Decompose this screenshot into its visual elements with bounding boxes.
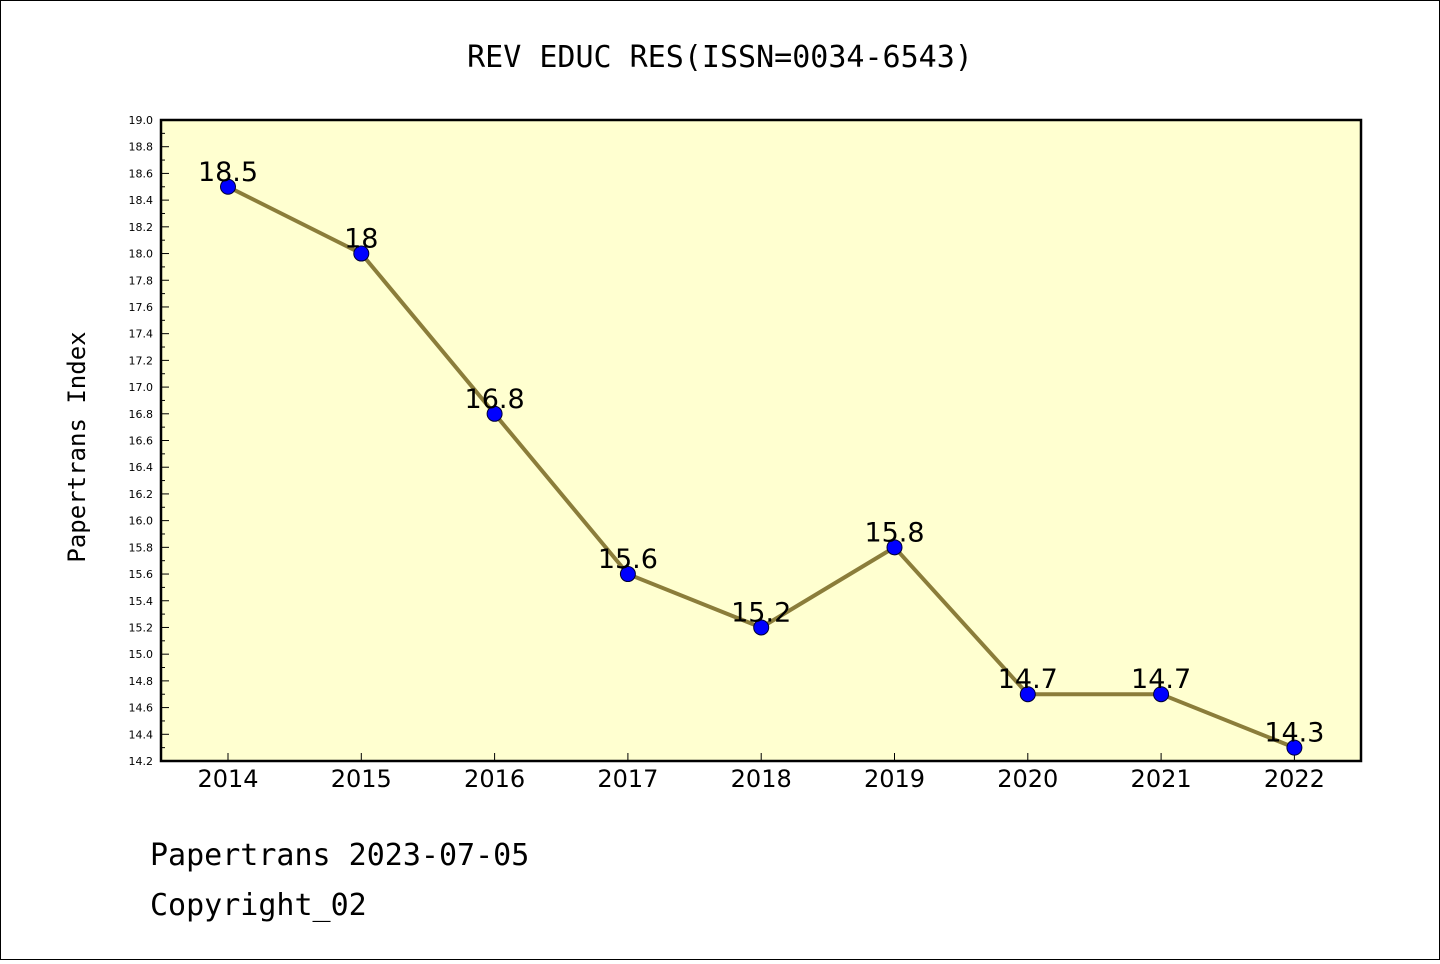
y-tick-label: 16.6 [129,435,154,448]
y-tick-label: 15.8 [129,541,154,554]
data-point-marker [486,405,503,422]
data-point-marker [353,245,370,262]
data-point-label: 16.8 [465,384,525,415]
y-tick-label: 19.0 [129,114,154,127]
y-tick-label: 18.8 [129,141,154,154]
data-point-marker [619,566,636,583]
y-tick-label: 18.2 [129,221,154,234]
y-tick-label: 15.0 [129,648,154,661]
x-axis-ticks: 2014 2015 2016 2017 2018 2019 2020 2021 2022 [197,753,1325,793]
y-tick-label: 17.2 [129,354,154,367]
data-point-label: 14.7 [998,664,1058,695]
x-tick-label: 2017 [597,765,658,793]
y-tick-label: 14.6 [129,702,154,715]
y-tick-label: 18.6 [129,167,154,180]
data-point-marker [1019,686,1036,703]
data-point-label: 15.6 [598,544,658,575]
y-tick-label: 15.4 [129,595,154,608]
x-tick-label: 2018 [731,765,792,793]
y-tick-label: 16.2 [129,488,154,501]
x-tick-label: 2020 [997,765,1058,793]
y-tick-label: 17.0 [129,381,154,394]
footer-date: Papertrans 2023-07-05 [150,838,529,873]
plot-area [159,118,1363,763]
data-point-marker [1286,739,1303,756]
data-labels: 18.5 18 16.8 15.6 15.2 15.8 14.7 14.7 14.3 [198,157,1325,749]
footer-copyright: Copyright_02 [150,888,367,923]
data-markers [220,178,1303,756]
y-tick-label: 16.0 [129,515,154,528]
y-tick-label: 15.2 [129,621,154,634]
y-tick-label: 14.8 [129,675,154,688]
y-tick-label: 16.8 [129,408,154,421]
data-point-label: 18.5 [198,157,258,188]
data-point-label: 15.8 [864,517,924,548]
x-tick-label: 2022 [1264,765,1325,793]
data-point-label: 14.7 [1131,664,1191,695]
y-axis-ticks: 14.2 14.4 14.6 14.8 15.0 15.2 15.4 15.6 15.8 16.0… [129,114,169,768]
y-tick-label: 14.4 [129,728,154,741]
x-tick-label: 2016 [464,765,525,793]
y-tick-label: 17.8 [129,274,154,287]
x-tick-label: 2021 [1131,765,1192,793]
data-point-label: 14.3 [1264,718,1324,749]
data-point-marker [886,539,903,556]
y-tick-label: 15.6 [129,568,154,581]
data-point-label: 18 [344,224,378,255]
y-tick-label: 17.4 [129,328,154,341]
y-tick-label: 17.6 [129,301,154,314]
y-tick-label: 18.4 [129,194,154,207]
y-tick-label: 14.2 [129,755,154,768]
x-tick-label: 2014 [197,765,258,793]
data-point-marker [220,178,236,195]
y-tick-label: 16.4 [129,461,154,474]
y-tick-label: 18.0 [129,248,154,261]
x-tick-label: 2019 [864,765,925,793]
data-point-marker [1153,686,1170,703]
x-tick-label: 2015 [331,765,392,793]
y-axis-label: Papertrans Index [63,331,91,562]
data-point-label: 15.2 [731,597,791,628]
data-point-marker [753,619,770,636]
chart-title: REV EDUC RES(ISSN=0034-6543) [467,40,973,75]
